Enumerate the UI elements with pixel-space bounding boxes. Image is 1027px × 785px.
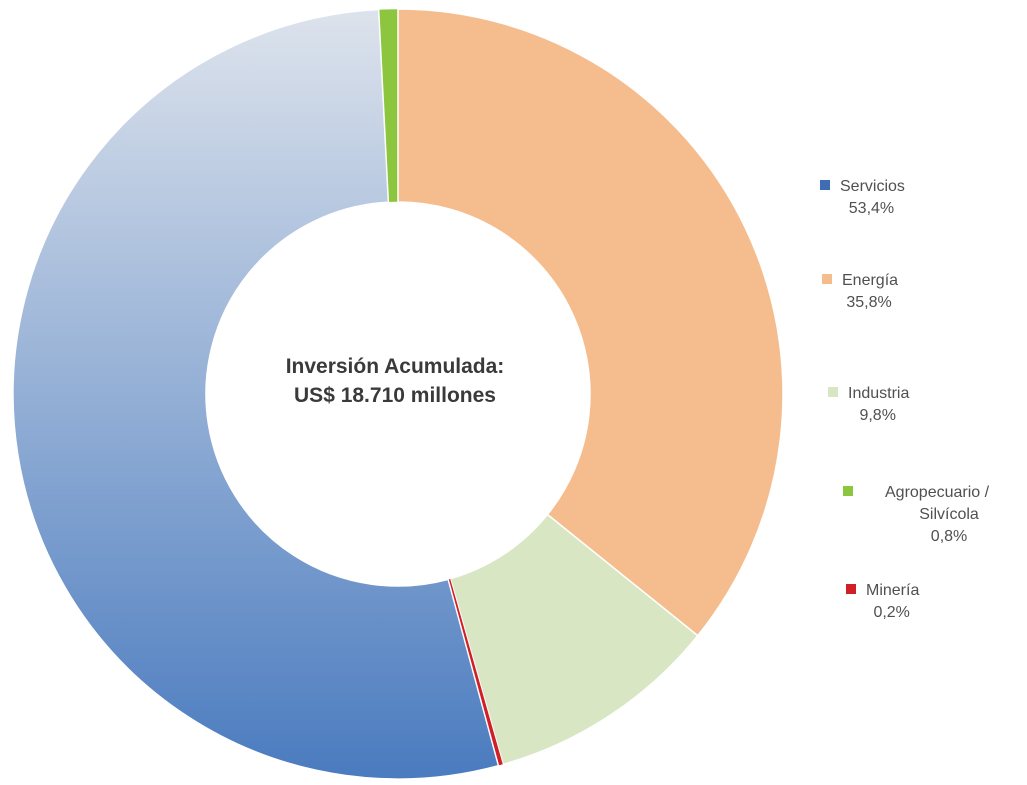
center-label: Inversión Acumulada: US$ 18.710 millones xyxy=(205,352,585,410)
legend-value-energia: 35,8% xyxy=(846,294,892,311)
legend-item-servicios: Servicios 53,4% xyxy=(820,176,905,220)
legend-swatch-energia xyxy=(822,274,832,284)
center-label-line1: Inversión Acumulada: xyxy=(285,355,505,378)
legend-label-agropecuario-line1: Agropecuario / xyxy=(885,484,990,501)
legend-swatch-servicios xyxy=(820,180,830,190)
center-label-line2: US$ 18.710 millones xyxy=(294,384,496,407)
legend-value-industria: 9,8% xyxy=(859,407,896,424)
slice-energia xyxy=(397,8,784,637)
legend-swatch-agropecuario xyxy=(843,486,853,496)
legend-value-agropecuario: 0,8% xyxy=(930,528,968,545)
legend-value-servicios: 53,4% xyxy=(848,200,895,217)
legend-item-mineria: Minería 0,2% xyxy=(846,580,919,624)
legend-value-mineria: 0,2% xyxy=(873,604,910,621)
legend-swatch-industria xyxy=(828,387,838,397)
legend-item-industria: Industria 9,8% xyxy=(828,383,909,427)
legend-label-servicios: Servicios xyxy=(840,178,905,195)
legend-label-industria: Industria xyxy=(848,385,910,402)
donut-slices xyxy=(12,8,784,780)
slice-servicios xyxy=(12,8,500,780)
legend-label-agropecuario-line2: Silvícola xyxy=(919,506,979,523)
legend-label-mineria: Minería xyxy=(866,582,920,599)
legend-item-energia: Energía 35,8% xyxy=(822,270,898,314)
legend-item-agropecuario: Agropecuario / Silvícola 0,8% xyxy=(843,482,989,548)
legend-swatch-mineria xyxy=(846,584,856,594)
legend-label-energia: Energía xyxy=(842,272,899,289)
